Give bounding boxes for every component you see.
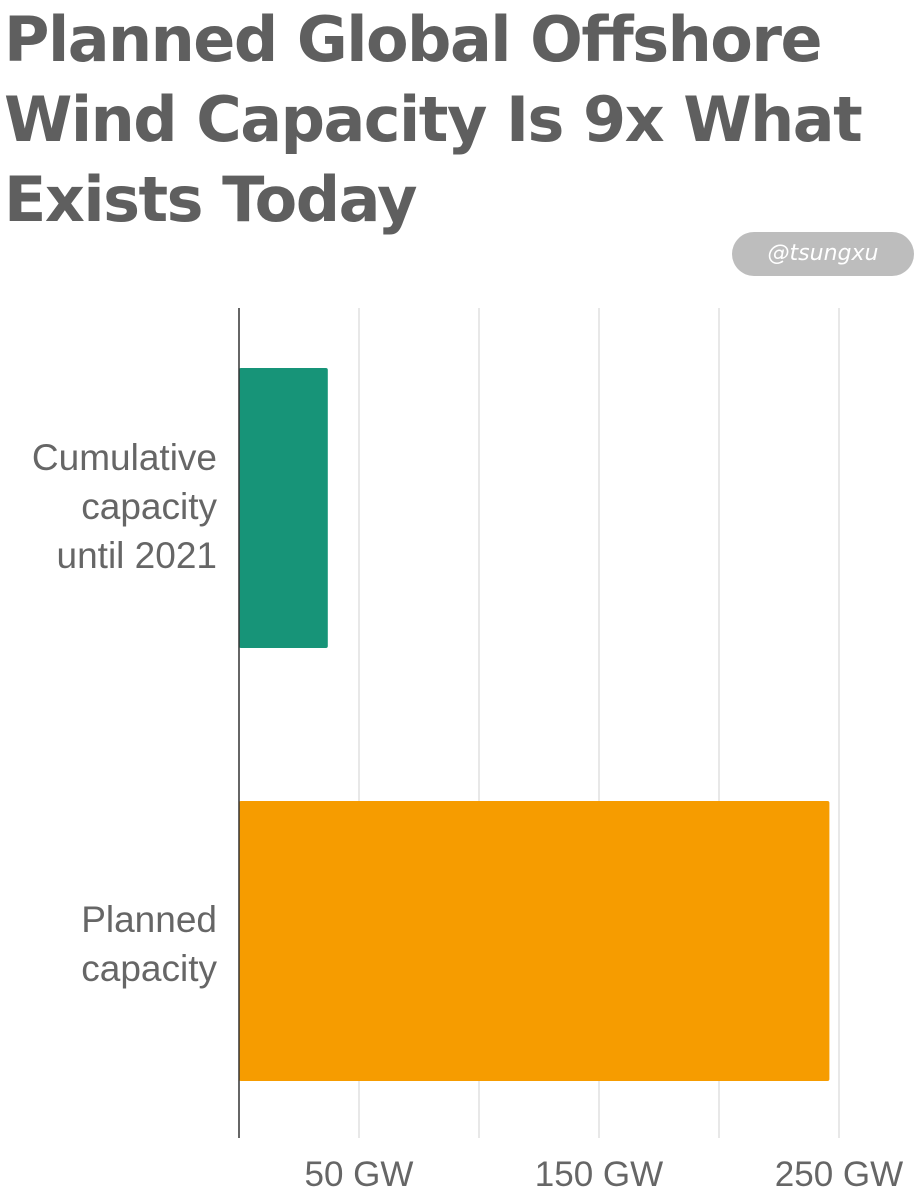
category-label-line: Planned — [81, 899, 217, 940]
category-label: Planned capacity — [0, 895, 217, 993]
category-label-line: Cumulative — [31, 437, 217, 478]
bar-planned-capacity — [239, 801, 830, 1081]
title-line: Wind Capacity Is 9x What — [4, 83, 863, 156]
x-tick-labels: 50 GW 150 GW 250 GW — [305, 1155, 904, 1194]
bar-cumulative-capacity — [239, 368, 328, 648]
title-line: Exists Today — [4, 163, 418, 236]
bars — [239, 368, 830, 1081]
category-label-line: capacity — [81, 486, 217, 527]
x-tick-label: 50 GW — [305, 1155, 414, 1194]
chart-title: Planned Global Offshore Wind Capacity Is… — [4, 0, 904, 240]
category-label-line: capacity — [81, 948, 217, 989]
x-tick-label: 150 GW — [535, 1155, 663, 1194]
category-label-line: until 2021 — [56, 535, 217, 576]
category-label: Cumulative capacity until 2021 — [0, 433, 217, 580]
watermark-badge: @tsungxu — [732, 232, 914, 276]
title-line: Planned Global Offshore — [4, 3, 823, 76]
x-tick-label: 250 GW — [775, 1155, 903, 1194]
